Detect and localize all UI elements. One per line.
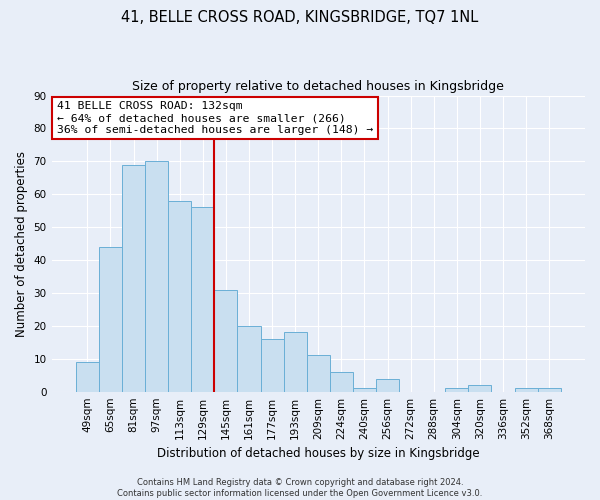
Bar — [168, 201, 191, 392]
Text: 41, BELLE CROSS ROAD, KINGSBRIDGE, TQ7 1NL: 41, BELLE CROSS ROAD, KINGSBRIDGE, TQ7 1… — [121, 10, 479, 25]
Bar — [238, 326, 260, 392]
Bar — [145, 162, 168, 392]
Bar — [284, 332, 307, 392]
Bar — [538, 388, 561, 392]
Bar — [307, 356, 330, 392]
Bar — [353, 388, 376, 392]
Bar — [330, 372, 353, 392]
Y-axis label: Number of detached properties: Number of detached properties — [15, 150, 28, 336]
Bar — [515, 388, 538, 392]
X-axis label: Distribution of detached houses by size in Kingsbridge: Distribution of detached houses by size … — [157, 447, 479, 460]
Bar — [122, 164, 145, 392]
Bar — [214, 290, 238, 392]
Text: 41 BELLE CROSS ROAD: 132sqm
← 64% of detached houses are smaller (266)
36% of se: 41 BELLE CROSS ROAD: 132sqm ← 64% of det… — [57, 102, 373, 134]
Bar — [376, 378, 399, 392]
Bar — [99, 247, 122, 392]
Bar — [76, 362, 99, 392]
Bar — [445, 388, 469, 392]
Bar — [191, 208, 214, 392]
Bar — [260, 339, 284, 392]
Title: Size of property relative to detached houses in Kingsbridge: Size of property relative to detached ho… — [133, 80, 504, 93]
Bar — [469, 385, 491, 392]
Text: Contains HM Land Registry data © Crown copyright and database right 2024.
Contai: Contains HM Land Registry data © Crown c… — [118, 478, 482, 498]
